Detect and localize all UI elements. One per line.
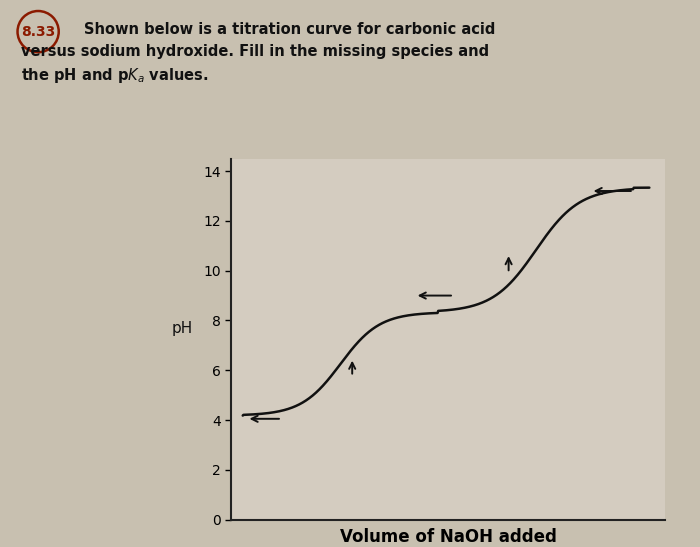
Text: the pH and p$K_a$ values.: the pH and p$K_a$ values.: [21, 66, 209, 85]
Text: versus sodium hydroxide. Fill in the missing species and: versus sodium hydroxide. Fill in the mis…: [21, 44, 489, 59]
X-axis label: Volume of NaOH added: Volume of NaOH added: [340, 528, 556, 546]
Text: Shown below is a titration curve for carbonic acid: Shown below is a titration curve for car…: [84, 22, 496, 37]
Text: 8.33: 8.33: [21, 25, 55, 39]
Text: pH: pH: [172, 321, 193, 336]
